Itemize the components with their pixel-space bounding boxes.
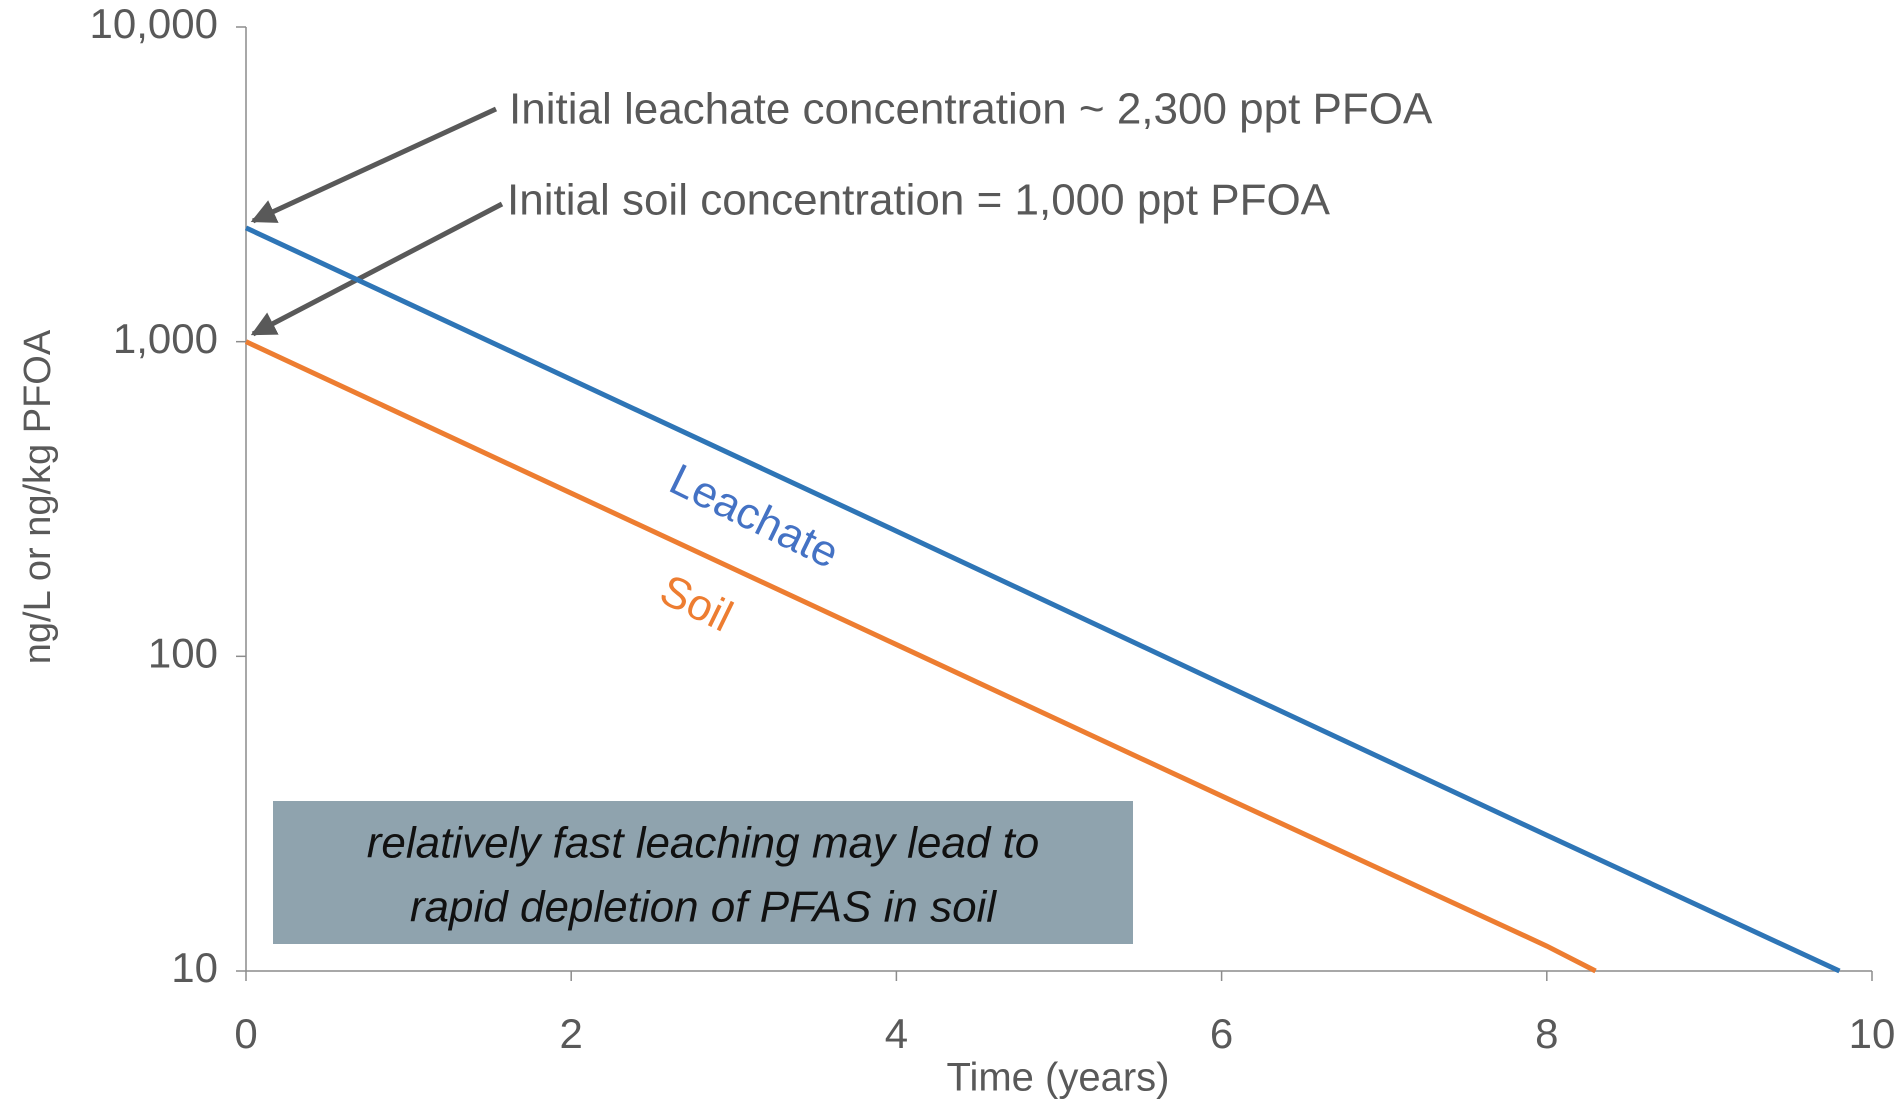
series-line [244, 339, 1597, 974]
annotation: Initial leachate concentration ~ 2,300 p… [509, 85, 1433, 134]
series-label: Soil [653, 565, 740, 641]
x-tick-label: 6 [1210, 1010, 1233, 1057]
x-tick-label: 2 [560, 1010, 583, 1057]
arrow [250, 106, 498, 224]
series-label: Leachate [662, 455, 846, 578]
y-tick-label: 10 [171, 944, 218, 991]
x-tick-label: 4 [885, 1010, 908, 1057]
y-tick-label: 10,000 [90, 0, 218, 47]
x-tick-label: 0 [234, 1010, 257, 1057]
arrow [250, 201, 504, 337]
y-tick-label: 100 [148, 629, 218, 676]
note-line: rapid depletion of PFAS in soil [410, 883, 997, 932]
series-line [244, 225, 1841, 974]
y-axis-label: ng/L or ng/kg PFOA [17, 329, 59, 664]
x-tick-label: 10 [1849, 1010, 1896, 1057]
x-axis-label: Time (years) [947, 1056, 1170, 1100]
annotation: Initial soil concentration = 1,000 ppt P… [507, 176, 1331, 225]
x-tick-label: 8 [1535, 1010, 1558, 1057]
note-line: relatively fast leaching may lead to [367, 819, 1040, 868]
y-tick-label: 1,000 [113, 315, 218, 362]
note-box [273, 801, 1133, 944]
